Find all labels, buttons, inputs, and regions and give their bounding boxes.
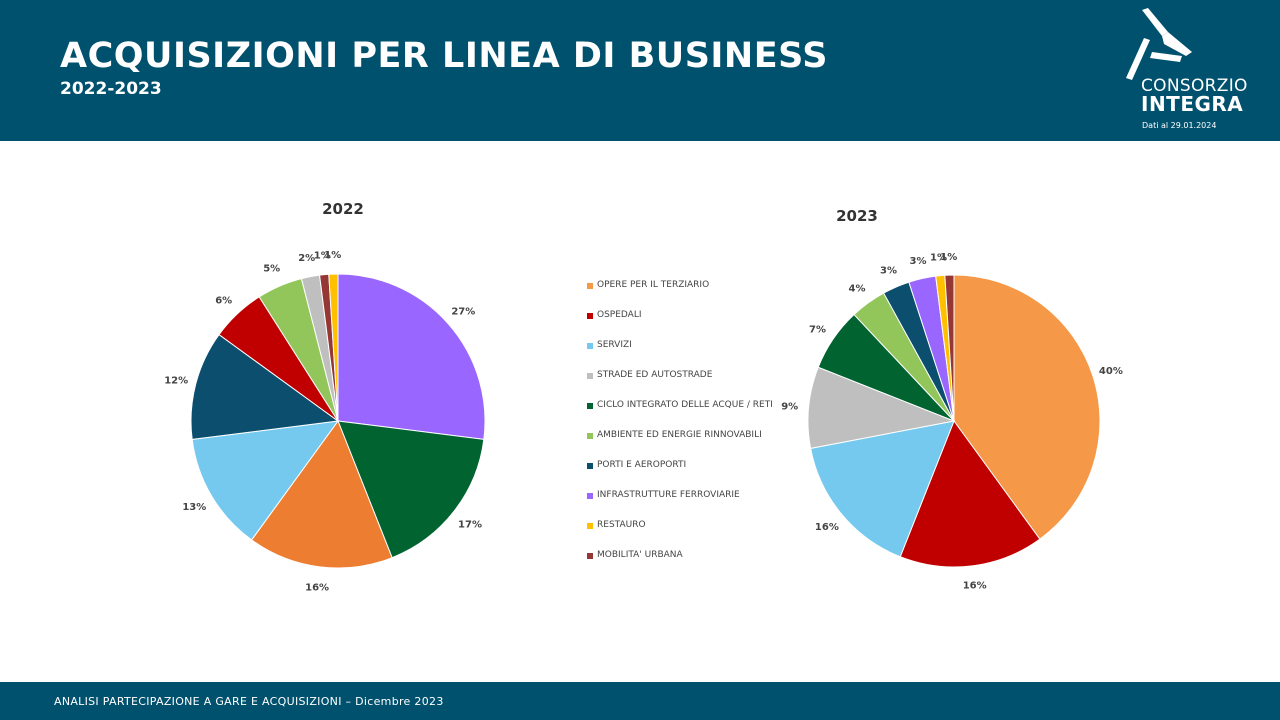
chart-2022-title: 2022 — [322, 200, 364, 218]
pie-slice-label: 16% — [815, 522, 839, 533]
pie-slice — [328, 273, 339, 422]
pie-chart-2022: 27%17%16%13%12%6%5%2%1%1% — [164, 250, 486, 594]
pie-slice — [953, 274, 1101, 540]
legend-item-opere-terziario: OPERE PER IL TERZIARIO — [587, 280, 777, 310]
pie-slice-label: 17% — [458, 519, 482, 530]
pie-slice — [807, 366, 956, 449]
legend-swatch — [587, 553, 593, 559]
pie-slice — [191, 420, 340, 541]
legend-label: RESTAURO — [597, 520, 646, 530]
footer-bar — [0, 682, 1280, 720]
legend-item-ospedali: OSPEDALI — [587, 310, 777, 340]
legend-item-restauro: RESTAURO — [587, 520, 777, 550]
pie-slice-label: 3% — [880, 266, 897, 277]
pie-slice — [190, 333, 340, 440]
legend-label: OPERE PER IL TERZIARIO — [597, 280, 710, 290]
pie-slice-label: 2% — [298, 253, 315, 264]
legend-item-mobilita-urbana: MOBILITA' URBANA — [587, 550, 777, 580]
legend-item-ciclo-acque: CICLO INTEGRATO DELLE ACQUE / RETI — [587, 400, 777, 430]
legend-swatch — [587, 433, 593, 439]
chart-legend: OPERE PER IL TERZIARIO OSPEDALI SERVIZI … — [587, 280, 777, 580]
pie-chart-2023: 40%16%16%9%7%4%3%3% 1%1% — [781, 252, 1123, 592]
legend-swatch — [587, 313, 593, 319]
legend-label: INFRASTRUTTURE FERROVIARIE — [597, 490, 740, 500]
legend-swatch — [587, 463, 593, 469]
pie-slice-label: 1% — [324, 250, 341, 261]
legend-item-porti-aeroporti: PORTI E AEROPORTI — [587, 460, 777, 490]
chart-2023-title: 2023 — [836, 207, 878, 225]
pie-slice — [810, 420, 955, 558]
pie-slice-label: 5% — [263, 264, 280, 275]
consorzio-integra-logo-icon — [1126, 8, 1192, 80]
pie-slice — [899, 419, 1041, 568]
pie-slice-label: 1% — [314, 251, 331, 262]
logo-text-consorzio: CONSORZIO — [1141, 76, 1248, 96]
pie-slice — [944, 274, 955, 422]
pie-slice-label: 1% — [940, 252, 957, 263]
pie-slice-label: 13% — [182, 502, 206, 513]
pie-slice-label: 9% — [781, 402, 798, 413]
header-bar — [0, 0, 1280, 141]
pie-slice-label: 40% — [1099, 366, 1123, 377]
pie-slice — [337, 273, 486, 440]
legend-label: CICLO INTEGRATO DELLE ACQUE / RETI — [597, 400, 773, 410]
pie-slice-label: 16% — [963, 581, 987, 592]
pie-slice-label: 27% — [451, 307, 475, 318]
pie-slice — [250, 419, 393, 569]
pie-slice-label: 3% — [910, 256, 927, 267]
legend-label: PORTI E AEROPORTI — [597, 460, 687, 470]
legend-swatch — [587, 523, 593, 529]
legend-swatch — [587, 343, 593, 349]
legend-label: OSPEDALI — [597, 310, 642, 320]
pie-slice-label: 12% — [164, 376, 188, 387]
legend-item-ambiente-energie: AMBIENTE ED ENERGIE RINNOVABILI — [587, 430, 777, 460]
pie-slice-label: 1% — [930, 253, 947, 264]
legend-swatch — [587, 373, 593, 379]
data-date-note: Dati al 29.01.2024 — [1142, 121, 1217, 130]
page-subtitle: 2022-2023 — [60, 79, 162, 99]
legend-label: SERVIZI — [597, 340, 632, 350]
pie-slice-label: 7% — [809, 324, 826, 335]
legend-label: STRADE ED AUTOSTRADE — [597, 370, 713, 380]
legend-label: AMBIENTE ED ENERGIE RINNOVABILI — [597, 430, 762, 440]
legend-item-servizi: SERVIZI — [587, 340, 777, 370]
legend-item-infrastrutture-ferroviarie: INFRASTRUTTURE FERROVIARIE — [587, 490, 777, 520]
legend-label: MOBILITA' URBANA — [597, 550, 683, 560]
pie-slice-label: 6% — [215, 295, 232, 306]
footer-text: ANALISI PARTECIPAZIONE A GARE E ACQUISIZ… — [54, 695, 444, 708]
legend-swatch — [587, 283, 593, 289]
legend-swatch — [587, 493, 593, 499]
pie-slice-label: 16% — [305, 583, 329, 594]
legend-swatch — [587, 403, 593, 409]
page-title: ACQUISIZIONI PER LINEA DI BUSINESS — [60, 36, 828, 76]
legend-item-strade-autostrade: STRADE ED AUTOSTRADE — [587, 370, 777, 400]
pie-slice-label: 4% — [849, 284, 866, 295]
pie-slice — [337, 420, 485, 559]
logo-text-integra: INTEGRA — [1141, 92, 1244, 116]
